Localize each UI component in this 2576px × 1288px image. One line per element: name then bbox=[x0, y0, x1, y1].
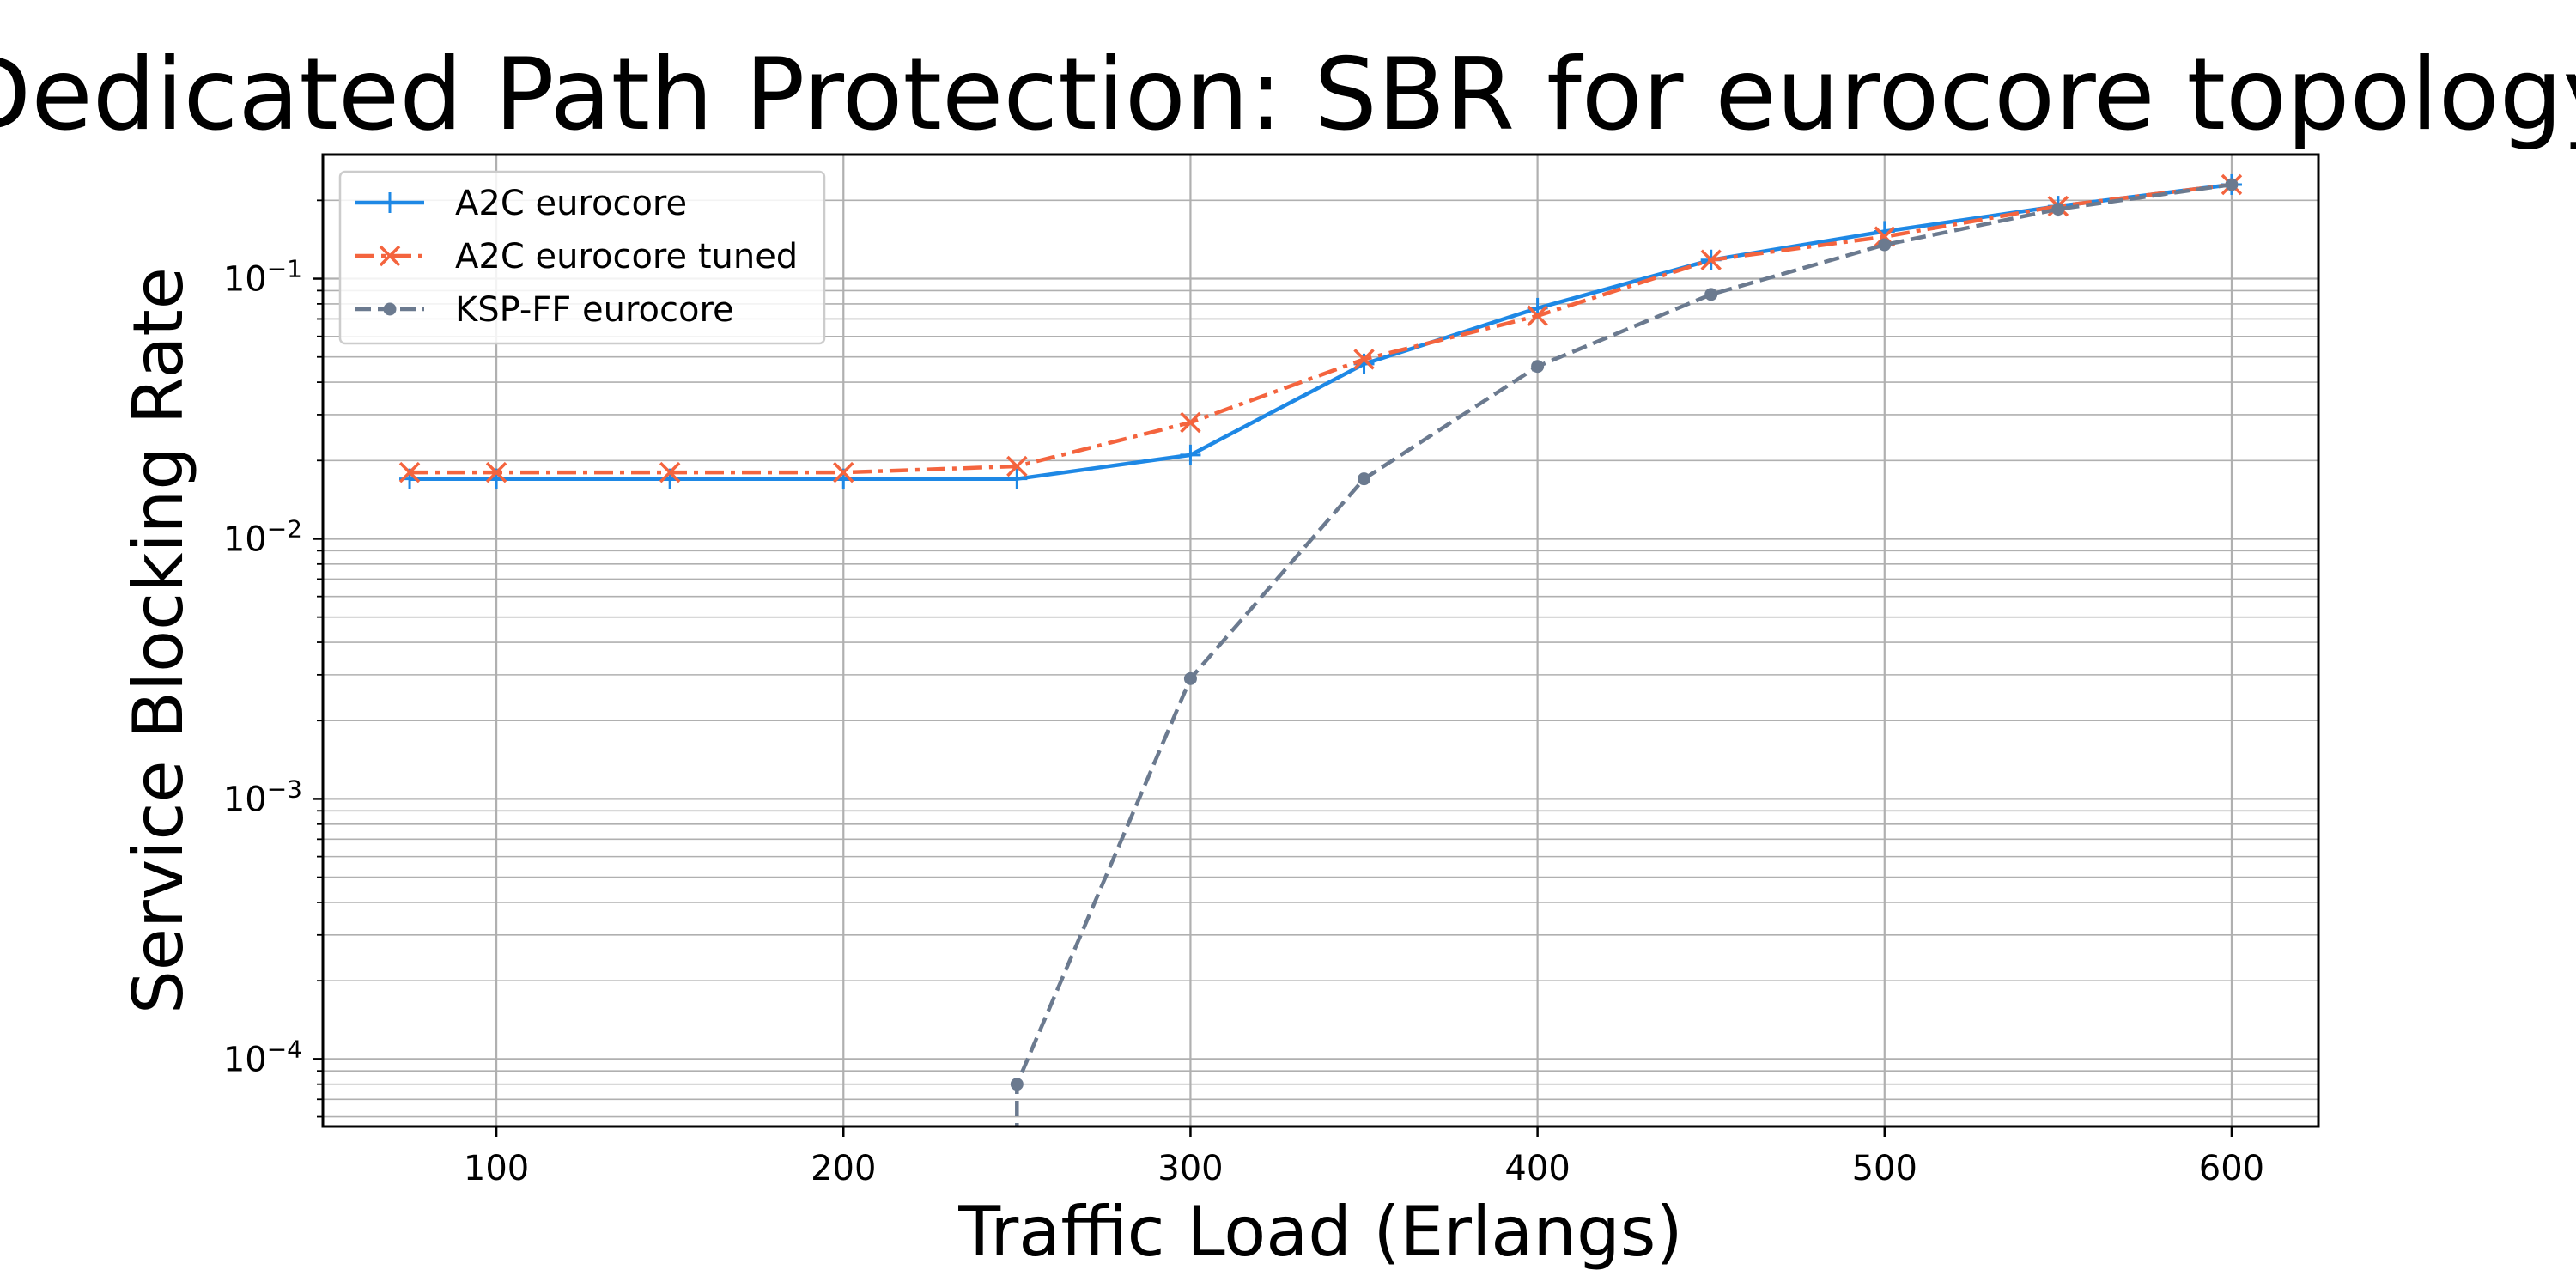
chart-title: Dedicated Path Protection: SBR for euroc… bbox=[0, 37, 2576, 153]
data-point-a2c-eurocore-tuned bbox=[1006, 455, 1028, 477]
data-point-a2c-eurocore-tuned bbox=[1700, 249, 1722, 270]
data-point-a2c-eurocore-tuned bbox=[398, 461, 421, 483]
series-line-a2c-eurocore bbox=[410, 182, 2233, 481]
legend-box bbox=[338, 170, 826, 345]
data-point-ksp-ff-eurocore bbox=[1010, 1078, 1024, 1091]
data-point-ksp-ff-eurocore bbox=[2051, 203, 2065, 216]
y-tick-label: 10−2 bbox=[223, 514, 302, 559]
legend-marker-a2c-eurocore-tuned bbox=[379, 245, 401, 267]
grid-layer bbox=[323, 155, 2318, 1127]
y-axis-label: Service Blocking Rate bbox=[118, 267, 198, 1014]
series-ksp-ff-eurocore bbox=[1010, 178, 2239, 1127]
data-point-a2c-eurocore-tuned bbox=[1527, 305, 1548, 326]
data-point-ksp-ff-eurocore bbox=[1878, 238, 1892, 252]
data-point-ksp-ff-eurocore bbox=[1358, 472, 1371, 486]
x-tick-label: 100 bbox=[464, 1149, 529, 1188]
series-line-a2c-eurocore-tuned bbox=[410, 182, 2233, 475]
data-point-a2c-eurocore-tuned bbox=[659, 461, 681, 483]
data-point-a2c-eurocore-tuned bbox=[1874, 226, 1896, 247]
x-tick-label: 500 bbox=[1852, 1149, 1917, 1188]
data-point-ksp-ff-eurocore bbox=[1183, 671, 1197, 685]
x-tick-label: 400 bbox=[1504, 1149, 1570, 1188]
legend-label-a2c-eurocore-tuned: A2C eurocore tuned bbox=[455, 237, 798, 276]
y-tick-label: 10−3 bbox=[223, 775, 302, 819]
y-tick-label: 10−4 bbox=[223, 1035, 302, 1079]
data-point-ksp-ff-eurocore bbox=[2225, 178, 2239, 191]
legend-label-ksp-ff-eurocore: KSP-FF eurocore bbox=[455, 290, 734, 330]
legend: A2C eurocore A2C eurocore tuned KSP-FF eur… bbox=[338, 170, 826, 345]
data-point-a2c-eurocore-tuned bbox=[833, 461, 854, 483]
series-line-ksp-ff-eurocore bbox=[1015, 182, 2233, 1127]
tick-layer: 100 200 300 400 500 600 10−4 10−3 10−2 10−1 bbox=[223, 199, 2264, 1188]
x-axis-label: Traffic Load (Erlangs) bbox=[957, 1192, 1682, 1272]
x-tick-label: 300 bbox=[1157, 1149, 1223, 1188]
data-point-a2c-eurocore-tuned bbox=[1180, 411, 1201, 434]
series-layer bbox=[398, 173, 2243, 1127]
legend-marker-ksp-ff-eurocore bbox=[383, 302, 397, 316]
data-point-ksp-ff-eurocore bbox=[1704, 288, 1718, 301]
x-tick-label: 600 bbox=[2199, 1149, 2264, 1188]
x-tick-label: 200 bbox=[811, 1149, 876, 1188]
plot-frame bbox=[321, 153, 2320, 1128]
legend-label-a2c-eurocore: A2C eurocore bbox=[455, 184, 687, 223]
data-point-a2c-eurocore-tuned bbox=[485, 461, 507, 483]
data-point-a2c-eurocore-tuned bbox=[1353, 349, 1375, 370]
data-point-ksp-ff-eurocore bbox=[1531, 360, 1545, 374]
y-tick-label: 10−1 bbox=[223, 255, 302, 300]
